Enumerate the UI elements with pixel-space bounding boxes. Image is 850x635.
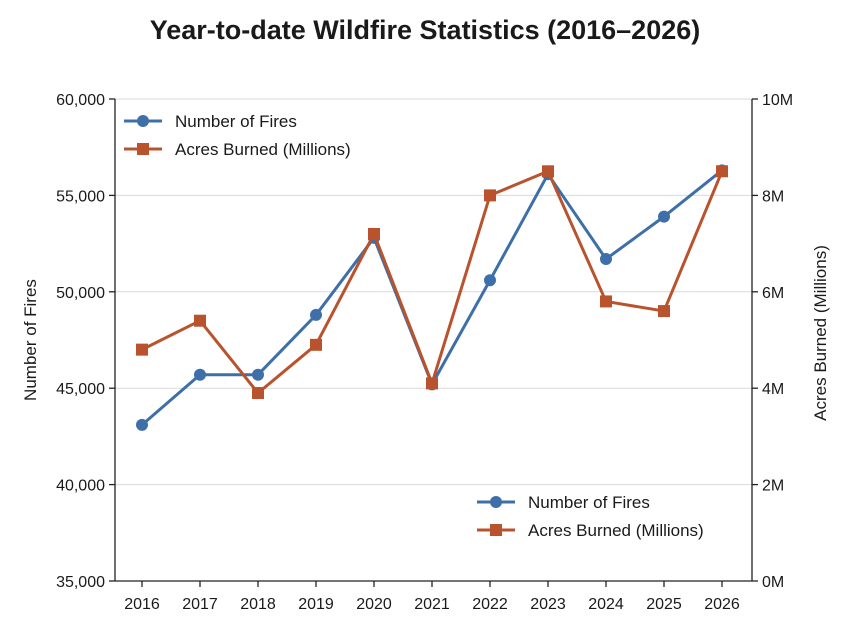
axes: 35,000 40,000 45,000 50,000 55,000 60,000 0M 2M…: [56, 92, 793, 613]
series-line: [141, 169, 724, 395]
y2-tick-label: 4M: [762, 381, 784, 398]
data-point-square: [194, 314, 206, 327]
y2-tick-label: 6M: [762, 285, 784, 302]
legend-label: Acres Burned (Millions): [528, 521, 704, 540]
y-tick-label: 50,000: [56, 285, 105, 302]
data-point-square: [136, 343, 148, 356]
y-tick-label: 60,000: [56, 92, 105, 109]
series-2: [136, 165, 728, 400]
x-tick-label: 2021: [414, 596, 450, 613]
data-point-square: [658, 305, 670, 318]
data-point-circle: [136, 418, 148, 431]
series-1: [136, 164, 728, 431]
legend-label: Acres Burned (Millions): [175, 140, 351, 159]
y2-axis-label: Acres Burned (Millions): [811, 245, 830, 421]
data-point-circle: [600, 253, 612, 266]
data-point-circle: [194, 368, 206, 381]
x-tick-label: 2020: [356, 596, 392, 613]
y-tick-label: 40,000: [56, 478, 105, 495]
legend-marker-circle: [137, 115, 149, 127]
grid: [115, 98, 752, 486]
y-tick-label: 35,000: [56, 574, 105, 591]
data-point-square: [484, 189, 496, 202]
y2-tick-label: 2M: [762, 478, 784, 495]
data-point-square: [426, 377, 438, 390]
x-tick-label: 2023: [530, 596, 566, 613]
x-tick-label: 2022: [472, 596, 508, 613]
x-tick-label: 2025: [646, 596, 682, 613]
y-tick-label: 45,000: [56, 381, 105, 398]
x-tick-label: 2026: [704, 596, 740, 613]
data-point-square: [310, 338, 322, 351]
chart-title: Year-to-date Wildfire Statistics (2016–2…: [150, 15, 700, 45]
legend-bottom-right: Number of Fires Acres Burned (Millions): [477, 493, 704, 540]
series: [136, 164, 728, 431]
y2-tick-label: 10M: [762, 92, 793, 109]
x-tick-label: 2024: [588, 596, 624, 613]
y-tick-label: 55,000: [56, 188, 105, 205]
x-tick-label: 2019: [298, 596, 334, 613]
y-axis-label: Number of Fires: [21, 279, 40, 401]
data-point-circle: [252, 368, 264, 381]
data-point-square: [368, 227, 380, 240]
y2-tick-label: 8M: [762, 188, 784, 205]
data-point-square: [716, 165, 728, 178]
x-tick-label: 2018: [240, 596, 276, 613]
data-point-square: [252, 387, 264, 400]
legend-label: Number of Fires: [528, 493, 650, 512]
data-point-circle: [658, 210, 670, 223]
legend-marker-circle: [490, 496, 502, 508]
legend-marker-square: [137, 143, 149, 155]
legend-top-left: Number of Fires Acres Burned (Millions): [124, 112, 351, 159]
x-tick-label: 2016: [124, 596, 160, 613]
data-point-circle: [484, 274, 496, 287]
y2-tick-label: 0M: [762, 574, 784, 591]
data-point-square: [542, 165, 554, 178]
data-point-circle: [310, 308, 322, 321]
x-tick-label: 2017: [182, 596, 218, 613]
data-point-square: [600, 295, 612, 308]
legend-label: Number of Fires: [175, 112, 297, 131]
legend-marker-square: [490, 524, 502, 536]
